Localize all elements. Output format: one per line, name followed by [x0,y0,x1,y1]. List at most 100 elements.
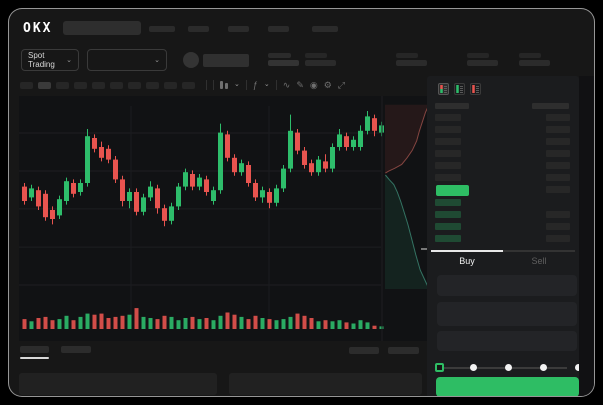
ticker-stat-value-skeleton [396,60,427,66]
market-type-dropdown[interactable]: Spot Trading ⌄ [21,49,79,71]
bottom-tab-skeleton[interactable] [20,346,49,353]
timeframe-button[interactable] [182,82,195,89]
chevron-down-icon: ⌄ [234,81,240,88]
orderbook-view-bids-icon[interactable] [454,83,465,95]
slider-stop[interactable] [470,364,477,371]
candle-body [288,130,293,169]
candle-body [43,193,48,218]
bid-amount-skeleton[interactable] [546,223,570,230]
slider-stop[interactable] [540,364,547,371]
orderbook-view-combined-icon[interactable] [438,83,449,95]
timeframe-button[interactable] [146,82,159,89]
timeframe-button[interactable] [110,82,123,89]
buy-button[interactable] [436,377,579,396]
search-input[interactable] [63,21,141,35]
ask-amount-skeleton[interactable] [546,150,570,157]
order-form-field[interactable] [437,302,577,326]
bid-price-skeleton[interactable] [435,223,461,230]
slider-handle[interactable] [435,363,444,372]
ask-amount-skeleton[interactable] [546,174,570,181]
line-tools-icon[interactable]: ∿ [282,79,291,90]
ask-price-skeleton[interactable] [435,174,461,181]
volume-bar [358,320,363,329]
candle-body [92,138,97,149]
volume-bar [169,316,174,329]
ask-price-skeleton[interactable] [435,162,461,169]
toolbar-divider [206,80,207,90]
order-form-field[interactable] [437,275,577,296]
volume-bar [365,322,370,329]
timeframe-button[interactable] [74,82,87,89]
bottom-tab-skeleton[interactable] [61,346,91,353]
nav-item-skeleton[interactable] [188,26,209,32]
price-row-amount-skeleton [546,186,570,193]
candlestick-chart-canvas[interactable] [19,96,429,341]
amount-slider-track[interactable] [439,367,567,369]
ask-price-skeleton[interactable] [435,114,461,121]
bid-price-skeleton[interactable] [435,211,461,218]
bid-price-skeleton[interactable] [435,235,461,242]
ask-price-skeleton[interactable] [435,150,461,157]
ask-price-skeleton[interactable] [435,126,461,133]
orderbook-view-asks-icon[interactable] [470,83,481,95]
slider-stop[interactable] [575,364,582,371]
slider-stop[interactable] [505,364,512,371]
order-form-field[interactable] [437,331,577,351]
buy-tab[interactable]: Buy [431,250,503,270]
volume-bar [43,316,48,329]
candle-body [232,157,237,173]
bottom-panel [19,373,217,395]
nav-item-skeleton[interactable] [312,26,338,32]
candle-style-icon[interactable] [220,80,228,89]
draw-icon[interactable]: ✎ [296,79,304,90]
timeframe-button[interactable] [56,82,69,89]
fullscreen-icon[interactable]: ⤢ [337,79,345,90]
orderbook-header-skeleton [435,103,469,109]
timeframe-button[interactable] [20,82,33,89]
depth-asks-area [385,104,429,174]
ask-amount-skeleton[interactable] [546,126,570,133]
timeframe-button[interactable] [92,82,105,89]
volume-bar [323,320,328,329]
okx-logo[interactable]: OKX [23,21,53,36]
last-price-highlight[interactable] [436,185,469,196]
candle-body [365,116,370,131]
volume-bar [330,321,335,329]
ask-amount-skeleton[interactable] [546,138,570,145]
indicators-icon[interactable]: ƒ [252,79,258,90]
ask-amount-skeleton[interactable] [546,114,570,121]
bid-amount-skeleton[interactable] [546,211,570,218]
ticker-stat-label-skeleton [305,53,327,58]
chart-settings-icon[interactable]: ⚙ [323,79,332,90]
volume-bar [162,315,167,329]
toolbar-divider [213,79,214,90]
volume-bar [351,323,356,329]
snapshot-icon[interactable]: ◉ [309,79,318,90]
pair-dropdown[interactable]: ⌄ [87,49,167,71]
ask-price-skeleton[interactable] [435,138,461,145]
timeframe-button[interactable] [38,82,51,89]
orderbook-trade-panel: Buy Sell [427,76,582,396]
market-type-label: Spot Trading [28,51,55,69]
bid-amount-skeleton[interactable] [546,235,570,242]
ask-amount-skeleton[interactable] [546,162,570,169]
timeframe-button[interactable] [128,82,141,89]
nav-item-skeleton[interactable] [228,26,249,32]
nav-item-skeleton[interactable] [268,26,289,32]
sell-tab[interactable]: Sell [503,250,575,270]
chevron-down-icon: ⌄ [154,56,160,64]
nav-item-skeleton[interactable] [149,26,175,32]
candle-body [113,159,118,180]
depth-asks-line [385,104,429,174]
candle-body [162,208,167,221]
candle-body [99,147,104,158]
volume-bar [302,315,307,329]
ticker-stat-value-skeleton [519,60,550,66]
timeframe-button[interactable] [164,82,177,89]
volume-bar [197,319,202,329]
candle-body [225,134,230,158]
bottom-chip-skeleton[interactable] [388,347,419,354]
bottom-chip-skeleton[interactable] [349,347,379,354]
bid-price-skeleton[interactable] [435,199,461,206]
candle-body [295,132,300,151]
